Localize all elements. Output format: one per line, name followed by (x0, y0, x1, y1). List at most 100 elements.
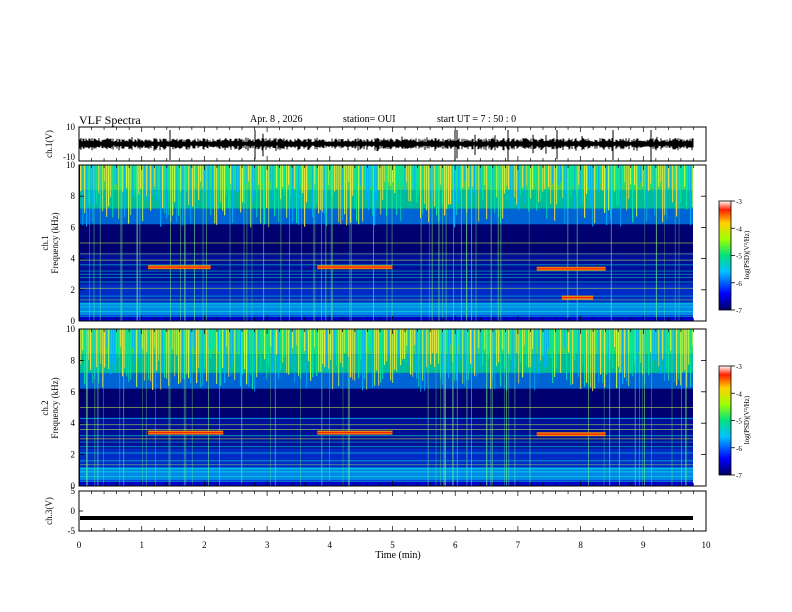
sferic-streak (434, 329, 436, 368)
sferic-streak (556, 165, 558, 205)
sferic-streak (558, 165, 560, 186)
sferic-streak (618, 165, 620, 205)
freq-tick-label: 10 (66, 324, 76, 334)
sferic-streak (476, 165, 478, 182)
sferic-streak (284, 165, 286, 197)
sferic-streak (300, 329, 302, 380)
sferic-streak (492, 165, 494, 188)
sferic-streak (224, 329, 226, 384)
sferic-streak (566, 329, 568, 380)
sferic-streak (448, 329, 450, 378)
sferic-streak (168, 165, 170, 216)
sferic-streak (452, 165, 454, 183)
sferic-streak (204, 329, 206, 369)
sferic-streak (222, 165, 224, 211)
sferic-streak (174, 165, 176, 203)
sferic-streak (636, 165, 638, 217)
sferic-streak (148, 165, 150, 203)
sferic-streak (504, 329, 506, 368)
ch1-waveform-panel (78, 126, 707, 162)
sferic-streak (436, 165, 438, 216)
sferic-streak (390, 329, 392, 381)
sferic-streak (122, 329, 124, 377)
ch1-waveform-trace (79, 130, 694, 162)
sferic-streak (354, 165, 356, 210)
sferic-streak (560, 329, 562, 373)
sferic-streak (564, 329, 566, 349)
sferic-streak (582, 329, 584, 364)
sferic-streak (188, 329, 190, 379)
sferic-streak (440, 329, 442, 380)
band-mid-low (80, 448, 693, 468)
sferic-streak (124, 165, 126, 218)
sferic-streak (614, 329, 616, 347)
sferic-streak (472, 329, 474, 368)
sferic-streak (604, 329, 606, 388)
sferic-streak (342, 329, 344, 368)
sferic-streak (560, 165, 562, 183)
sferic-streak (400, 329, 402, 366)
freq-tick-label: 8 (71, 191, 76, 201)
sferic-streak (390, 165, 392, 186)
sferic-streak (590, 165, 592, 207)
sferic-streak (286, 165, 288, 218)
sferic-streak (502, 165, 504, 219)
sferic-streak (280, 329, 282, 371)
sferic-streak (456, 165, 458, 215)
ch1-spec-ylabel-freq: Frequency (kHz) (50, 212, 60, 273)
freq-tick-label: 8 (71, 355, 76, 365)
sferic-streak (604, 165, 606, 214)
sferic-streak (340, 329, 342, 363)
sferic-streak (484, 329, 486, 350)
sferic-streak (380, 329, 382, 383)
sferic-streak (146, 329, 148, 352)
ch1-colorbar (718, 200, 732, 311)
sferic-streak (446, 165, 448, 209)
sferic-streak (402, 329, 404, 360)
sferic-streak (688, 329, 690, 365)
freq-tick-label: 6 (71, 222, 76, 232)
band-lf (80, 467, 693, 481)
sferic-streak (318, 165, 320, 214)
sferic-streak (152, 165, 154, 195)
sferic-streak (656, 329, 658, 364)
sferic-streak (376, 165, 378, 202)
sferic-streak (246, 329, 248, 385)
sferic-streak (494, 329, 496, 390)
sferic-streak (272, 329, 274, 374)
sferic-streak (314, 329, 316, 348)
time-tick-label: 9 (641, 540, 646, 550)
sferic-streak (352, 329, 354, 380)
sferic-streak (112, 165, 114, 218)
sferic-streak (242, 329, 244, 375)
date-label: Apr. 8 , 2026 (250, 114, 303, 125)
sferic-streak (282, 165, 284, 187)
sferic-streak (416, 329, 418, 379)
sferic-streak (670, 329, 672, 351)
sferic-streak (254, 165, 256, 198)
sferic-streak (350, 329, 352, 378)
sferic-streak (428, 329, 430, 345)
sferic-streak (128, 329, 130, 382)
sferic-streak (228, 165, 230, 209)
sferic-streak (320, 165, 322, 211)
sferic-streak (658, 329, 660, 367)
sferic-streak (504, 165, 506, 194)
sferic-streak (598, 165, 600, 192)
colorbar-tick-label: -7 (736, 472, 742, 480)
sferic-streak (624, 165, 626, 183)
time-tick-label: 10 (702, 540, 712, 550)
sferic-streak (106, 165, 108, 217)
sferic-streak (300, 165, 302, 186)
sferic-streak (298, 165, 300, 225)
sferic-streak (226, 329, 228, 347)
sferic-streak (104, 165, 106, 182)
sferic-streak (104, 329, 106, 368)
sferic-streak (566, 165, 568, 196)
time-tick-label: 8 (578, 540, 583, 550)
sferic-streak (650, 329, 652, 352)
sferic-streak (252, 329, 254, 390)
sferic-streak (470, 329, 472, 364)
sferic-streak (418, 165, 420, 195)
sferic-streak (572, 329, 574, 385)
